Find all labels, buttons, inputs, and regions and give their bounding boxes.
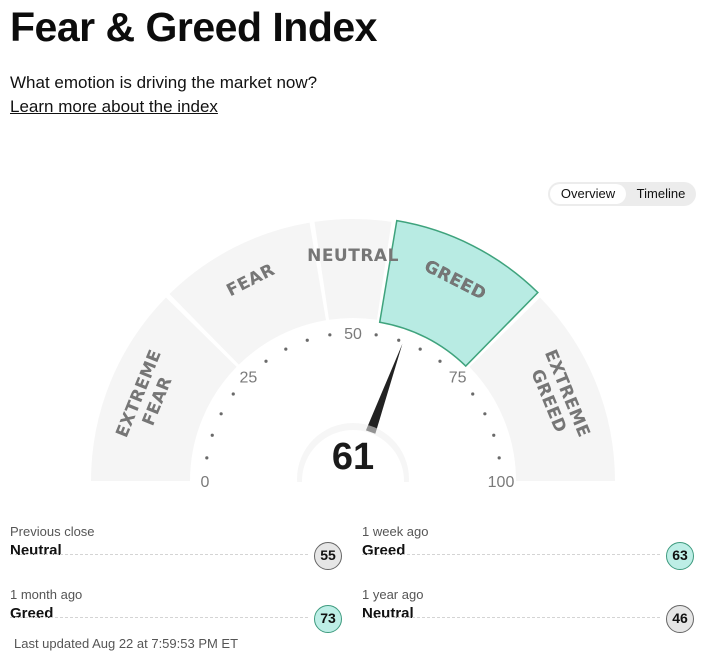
scale-dot	[219, 412, 223, 416]
page-subtitle: What emotion is driving the market now?	[10, 73, 318, 92]
center-mask	[293, 482, 413, 510]
scale-dot	[210, 433, 214, 437]
scale-dot	[305, 338, 309, 342]
stat-divider	[10, 617, 308, 618]
scale-dot	[397, 338, 401, 342]
stat-period: Previous close	[10, 524, 95, 539]
last-updated: Last updated Aug 22 at 7:59:53 PM ET	[14, 636, 239, 651]
active-segment-highlight	[378, 219, 539, 368]
stat-sentiment: Neutral	[10, 542, 62, 559]
stat-value-badge: 55	[314, 542, 342, 570]
segment-fear	[169, 222, 326, 365]
scale-tick-50: 50	[344, 326, 362, 343]
segment-neutral	[314, 219, 392, 320]
scale-dot	[483, 412, 487, 416]
view-toggle: Overview Timeline	[548, 182, 696, 206]
stat-period: 1 week ago	[362, 524, 429, 539]
stat-divider	[362, 617, 660, 618]
scale-dot	[497, 456, 501, 460]
stat-period: 1 month ago	[10, 587, 83, 602]
stat-sentiment: Neutral	[362, 605, 414, 622]
stat-1-month-ago: 1 month ago Greed 73	[10, 583, 342, 633]
gauge-needle	[365, 343, 403, 434]
stat-value-badge: 63	[666, 542, 694, 570]
page-title: Fear & Greed Index	[10, 4, 377, 50]
stat-1-year-ago: 1 year ago Neutral 46	[362, 583, 694, 633]
scale-tick-75: 75	[449, 369, 467, 386]
segment-label-neutral: NEUTRAL	[307, 246, 399, 266]
stat-value-badge: 46	[666, 605, 694, 633]
stat-sentiment: Greed	[362, 542, 406, 559]
scale-tick-0: 0	[201, 474, 210, 491]
segment-extreme-greed	[469, 297, 615, 481]
scale-dot	[492, 433, 496, 437]
scale-tick-25: 25	[239, 369, 257, 386]
current-index-value: 61	[332, 436, 374, 478]
scale-dot	[284, 347, 288, 351]
stat-1-week-ago: 1 week ago Greed 63	[362, 520, 694, 570]
scale-dot	[418, 347, 422, 351]
stat-period: 1 year ago	[362, 587, 424, 602]
timeline-tab[interactable]: Timeline	[636, 186, 686, 201]
stat-value-badge: 73	[314, 605, 342, 633]
learn-more-link[interactable]: Learn more about the index	[10, 97, 218, 116]
stat-divider	[362, 554, 660, 555]
scale-dot	[438, 359, 442, 363]
scale-dot	[328, 333, 332, 337]
scale-tick-100: 100	[488, 474, 515, 491]
stat-sentiment: Greed	[10, 605, 54, 622]
stat-divider	[10, 554, 308, 555]
scale-dot	[264, 359, 268, 363]
stat-previous-close: Previous close Neutral 55	[10, 520, 342, 570]
scale-dot	[205, 456, 209, 460]
scale-dot	[374, 333, 378, 337]
segment-extreme-fear	[91, 297, 237, 481]
overview-tab[interactable]: Overview	[550, 184, 626, 204]
scale-dot	[231, 392, 235, 396]
scale-dot	[471, 392, 475, 396]
